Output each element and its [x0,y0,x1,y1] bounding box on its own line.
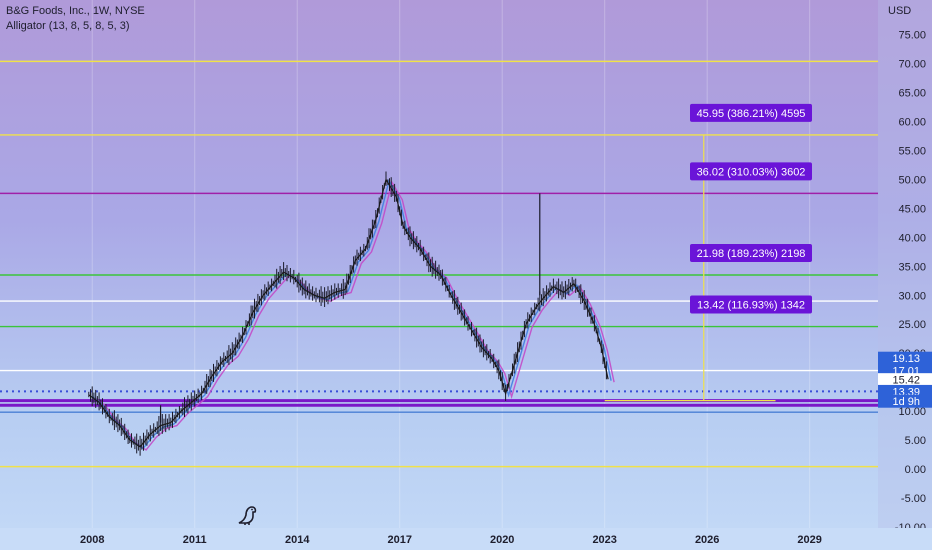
y-tick-label: 75.00 [898,30,926,42]
x-tick-label: 2023 [592,534,616,546]
x-tick-label: 2017 [387,534,411,546]
symbol-title[interactable]: B&G Foods, Inc., 1W, NYSE [6,5,145,17]
target-label-box [690,103,812,122]
target-label-box [690,162,812,181]
price-bars [88,171,607,456]
tradingview-logo-icon [238,506,257,525]
y-tick-label: 55.00 [898,146,926,158]
alligator-jaw-line [94,180,615,451]
time-axis-panel [0,528,932,550]
target-label-box [690,295,812,314]
target-label: 21.98 (189.23%) 2198 [697,248,806,260]
target-label-box [690,244,812,262]
x-tick-label: 2020 [490,534,514,546]
y-tick-label: 10.00 [898,406,926,418]
y-tick-label: 5.00 [905,435,926,447]
y-tick-label: 50.00 [898,174,926,186]
y-tick-label: 60.00 [898,117,926,129]
target-label: 13.42 (116.93%) 1342 [697,300,805,312]
price-axis-badge [878,394,932,408]
price-axis-badge [878,384,932,398]
x-tick-label: 2008 [80,534,104,546]
y-tick-label: 0.00 [905,464,926,476]
price-axis-badge [878,373,932,387]
y-tick-label: 30.00 [898,290,926,302]
target-label: 45.95 (386.21%) 4595 [697,108,806,120]
x-tick-label: 2026 [695,534,719,546]
chart-legend: B&G Foods, Inc., 1W, NYSE Alligator (13,… [6,4,145,34]
price-axis-badge-label: 15.42 [892,375,920,387]
price-axis-panel [878,0,932,550]
target-label: 36.02 (310.03%) 3602 [697,166,806,178]
x-axis: 2008 2011 2014 2017 2020 2023 2026 2029 [0,528,932,550]
y-tick-label: 65.00 [898,88,926,100]
price-axis-badge-label: 1d 9h [892,396,920,408]
x-tick-label: 2014 [285,534,310,546]
x-tick-label: 2011 [183,534,207,546]
y-tick-label: 45.00 [898,203,926,215]
y-tick-label: 25.00 [898,319,926,331]
price-line [88,177,609,448]
y-tick-label: 35.00 [898,261,926,273]
y-tick-label: 40.00 [898,232,926,244]
y-tick-label: -5.00 [901,493,926,505]
currency-label: USD [888,5,911,17]
price-axis-badge [878,351,932,365]
price-axis-badge-label: 19.13 [892,353,920,365]
x-tick-label: 2029 [797,534,821,546]
y-tick-label: 70.00 [898,59,926,71]
indicator-label[interactable]: Alligator (13, 8, 5, 8, 5, 3) [6,20,130,32]
